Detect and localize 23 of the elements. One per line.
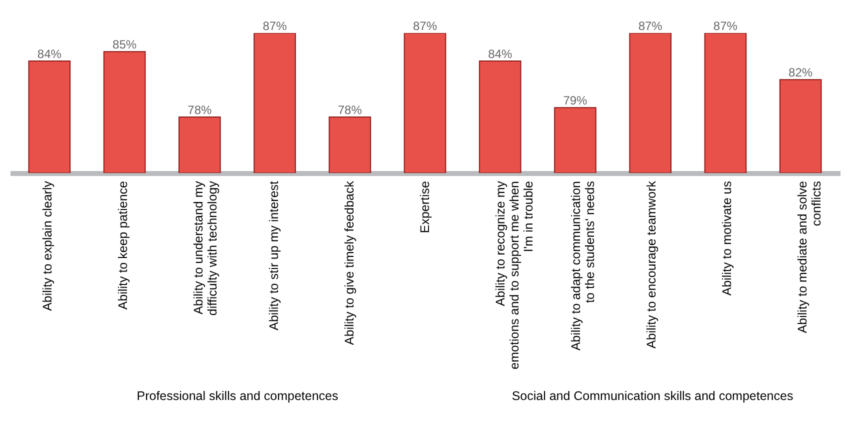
x-tick-label: Ability to recognize my emotions and to support me when I'm in trouble: [493, 180, 536, 370]
data-label: 79%: [563, 94, 588, 108]
x-tick-label: Ability to give timely feedback: [342, 180, 357, 345]
x-tick-label: Ability to stir up my interest: [267, 180, 282, 330]
data-label: 82%: [788, 66, 813, 80]
data-label: 84%: [488, 47, 512, 61]
data-label: 78%: [188, 103, 212, 117]
x-tick-label: Ability to motivate us: [720, 181, 734, 296]
data-label: 87%: [412, 19, 438, 33]
data-label: 87%: [713, 19, 738, 33]
data-label: 84%: [37, 47, 62, 61]
data-label: 78%: [338, 103, 362, 117]
data-label: 87%: [262, 19, 288, 33]
x-tick-label: Ability to understand my difficulty with technology: [192, 180, 220, 316]
x-tick-label: Ability to keep patience: [116, 180, 130, 310]
data-label: 85%: [112, 38, 137, 52]
data-label: 87%: [638, 19, 663, 33]
x-tick-label: Ability to encourage teamwork: [644, 180, 658, 348]
x-tick-label: Expertise: [418, 180, 432, 234]
x-tick-label: Ability to explain clearly: [40, 180, 55, 311]
x-tick-label: Ability to mediate and solve conflicts: [795, 180, 824, 334]
text: Professional skills and competences: [136, 389, 338, 403]
text: Social and Communication skills and competences: [512, 389, 794, 403]
